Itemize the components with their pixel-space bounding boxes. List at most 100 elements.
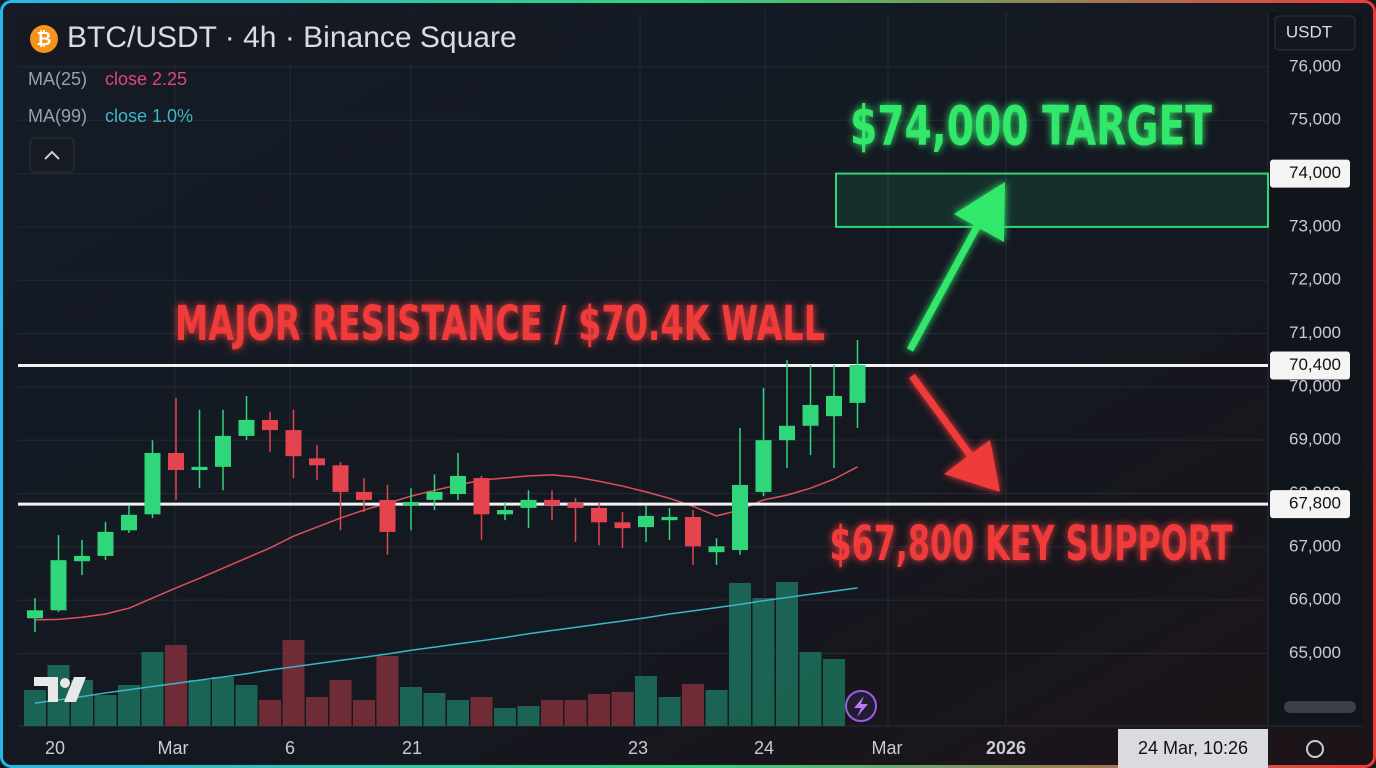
volume-bar <box>188 680 211 726</box>
candle-body <box>708 546 725 553</box>
time-label: 21 <box>402 738 422 758</box>
candle-body <box>473 478 490 515</box>
time-label: 2026 <box>986 738 1026 758</box>
volume-bar <box>282 640 305 726</box>
candle-body <box>50 560 67 611</box>
candle-body <box>191 466 208 471</box>
volume-bar <box>635 676 657 726</box>
volume-bar <box>24 690 46 726</box>
y-tick-label: 67,000 <box>1289 536 1341 555</box>
candle-body <box>520 499 537 508</box>
y-tick-label: 72,000 <box>1289 270 1341 289</box>
volume-bar <box>259 700 281 726</box>
candle-body <box>614 522 631 529</box>
candle-body <box>567 503 584 508</box>
candle-body <box>309 458 325 466</box>
volume-bar <box>212 677 234 726</box>
price-tag-label: 74,000 <box>1289 163 1341 182</box>
support-annotation: $67,800 KEY SUPPORT <box>830 516 1233 572</box>
volume-bar <box>588 694 610 726</box>
volume-bar <box>658 697 681 726</box>
legend-detail: close 2.25 <box>105 69 187 89</box>
coin-symbol: ₿ <box>37 29 52 49</box>
logo-part <box>64 677 86 702</box>
collapse-button[interactable] <box>29 137 75 173</box>
target-annotation: $74,000 TARGET <box>850 95 1212 158</box>
volume-bar <box>94 695 117 726</box>
y-tick-label: 65,000 <box>1289 643 1341 662</box>
volume-bar <box>353 700 375 726</box>
down-arrow-shaft <box>909 373 973 458</box>
candle-body <box>755 440 772 492</box>
volume-bar <box>823 659 845 726</box>
candle-body <box>74 555 90 562</box>
candle-body <box>849 365 866 403</box>
resistance-annotation: MAJOR RESISTANCE / $70.4K WALL <box>175 296 825 352</box>
candle-body <box>426 491 443 500</box>
volume-bar <box>423 693 446 726</box>
logo-part <box>34 677 58 702</box>
time-label: 20 <box>45 738 65 758</box>
candle-body <box>356 491 372 500</box>
candle-body <box>238 419 255 436</box>
candle-body <box>544 499 560 506</box>
candle-body <box>215 435 231 467</box>
candle-body <box>732 484 748 551</box>
chart-title: BTC/USDT · 4h · Binance Square <box>67 21 517 54</box>
crosshair-time: 24 Mar, 10:26 <box>1138 738 1248 758</box>
y-tick-label: 69,000 <box>1289 430 1341 449</box>
lightning-icon <box>854 696 868 717</box>
volume-bar <box>564 700 587 726</box>
candle-body <box>450 475 466 495</box>
candle-body <box>97 531 114 556</box>
y-tick-label: 70,000 <box>1289 376 1341 395</box>
volume-bar <box>306 697 328 726</box>
grid <box>174 12 1007 726</box>
volume-bar <box>329 680 352 726</box>
up-arrow <box>906 182 1005 352</box>
scale-handle[interactable] <box>1284 701 1356 713</box>
y-tick-label: 76,000 <box>1289 56 1341 75</box>
price-tag <box>1270 351 1350 380</box>
settings-icon[interactable] <box>1306 740 1324 758</box>
legend-name: MA(25) <box>28 69 87 89</box>
header-bg <box>18 14 548 64</box>
y-tick-label: 73,000 <box>1289 216 1341 235</box>
time-label: 6 <box>285 738 295 758</box>
volume-bar <box>400 687 422 726</box>
up-arrow-head <box>954 182 1005 242</box>
candle-body <box>262 419 278 431</box>
ma-line <box>34 587 858 704</box>
volume-bar <box>752 598 775 726</box>
candle-body <box>144 452 161 515</box>
legend-name: MA(99) <box>28 106 87 126</box>
volume-bar <box>541 700 563 726</box>
candle-body <box>826 395 842 417</box>
price-tag-label: 67,800 <box>1289 494 1341 513</box>
y-tick-label: 75,000 <box>1289 110 1341 129</box>
target-zone <box>835 172 1269 228</box>
volume-bar <box>705 690 728 726</box>
candle-body <box>168 452 184 471</box>
volume-bar <box>118 685 140 726</box>
crosshair-time-tag <box>1118 729 1268 768</box>
candle-body <box>802 404 819 426</box>
currency-label: USDT <box>1286 22 1332 41</box>
price-tag <box>1270 159 1350 188</box>
currency-button[interactable] <box>1274 15 1356 51</box>
volume-bar <box>776 582 798 726</box>
ma-line <box>34 466 858 621</box>
volume-bar <box>729 583 751 726</box>
volume-bar <box>799 652 822 726</box>
volume-bar <box>494 708 516 726</box>
collapse-icon <box>44 150 60 160</box>
volume-bar <box>141 652 164 726</box>
coin-icon <box>30 25 58 53</box>
down-arrow-head <box>944 440 1000 492</box>
up-arrow-shaft <box>906 223 982 352</box>
time-label: 24 <box>754 738 774 758</box>
legend-detail: close 1.0% <box>105 106 193 126</box>
